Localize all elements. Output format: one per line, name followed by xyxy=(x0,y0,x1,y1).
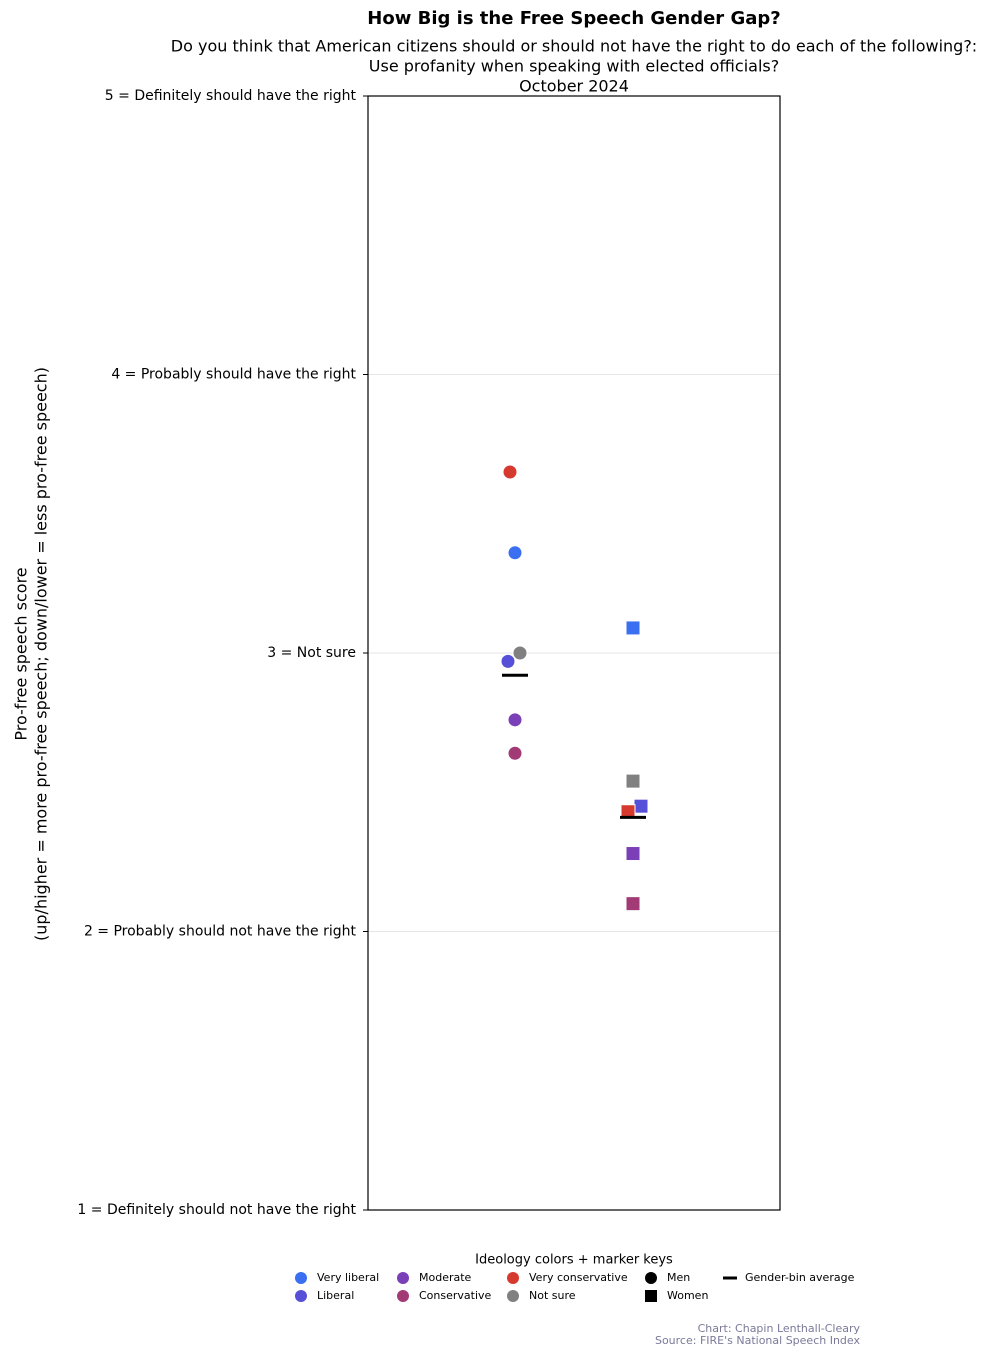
subtitle: Use profanity when speaking with elected… xyxy=(369,57,779,76)
legend-swatch xyxy=(295,1290,307,1302)
data-point xyxy=(507,545,523,561)
legend-swatch xyxy=(397,1290,409,1302)
legend-label: Very liberal xyxy=(317,1271,379,1284)
data-point xyxy=(500,653,516,669)
data-point xyxy=(507,745,523,761)
legend-swatch xyxy=(507,1272,519,1284)
legend-label: Not sure xyxy=(529,1289,576,1302)
legend-title: Ideology colors + marker keys xyxy=(475,1253,673,1268)
legend-label: Moderate xyxy=(419,1271,472,1284)
y-axis-label: (up/higher = more pro-free speech; down/… xyxy=(32,367,51,941)
legend-swatch xyxy=(295,1272,307,1284)
legend-swatch xyxy=(507,1290,519,1302)
legend-label: Liberal xyxy=(317,1289,354,1302)
y-tick-label: 1 = Definitely should not have the right xyxy=(77,1202,356,1218)
y-tick-label: 2 = Probably should not have the right xyxy=(84,924,357,940)
subtitle: October 2024 xyxy=(519,77,629,96)
legend-label: Women xyxy=(667,1289,708,1302)
credit: Source: FIRE's National Speech Index xyxy=(655,1334,861,1347)
data-point xyxy=(625,773,641,789)
chart-title: How Big is the Free Speech Gender Gap? xyxy=(367,8,780,29)
data-point xyxy=(502,464,518,480)
legend-label: Very conservative xyxy=(529,1271,628,1284)
legend-swatch xyxy=(645,1290,657,1302)
data-point xyxy=(507,712,523,728)
credit: Chart: Chapin Lenthall-Cleary xyxy=(698,1322,861,1335)
legend-label: Gender-bin average xyxy=(745,1271,855,1284)
legend-swatch xyxy=(645,1272,657,1284)
data-point xyxy=(633,798,649,814)
subtitle: Do you think that American citizens shou… xyxy=(171,37,977,56)
data-point xyxy=(625,896,641,912)
plot-frame xyxy=(367,95,781,1211)
y-axis-label: Pro-free speech score xyxy=(12,567,31,740)
legend-label: Men xyxy=(667,1271,690,1284)
y-tick-label: 4 = Probably should have the right xyxy=(111,367,356,383)
data-point xyxy=(512,645,528,661)
y-tick-label: 3 = Not sure xyxy=(267,645,356,661)
y-tick-label: 5 = Definitely should have the right xyxy=(105,88,357,104)
legend-swatch xyxy=(397,1272,409,1284)
data-point xyxy=(625,846,641,862)
legend-label: Conservative xyxy=(419,1289,492,1302)
data-point xyxy=(625,620,641,636)
